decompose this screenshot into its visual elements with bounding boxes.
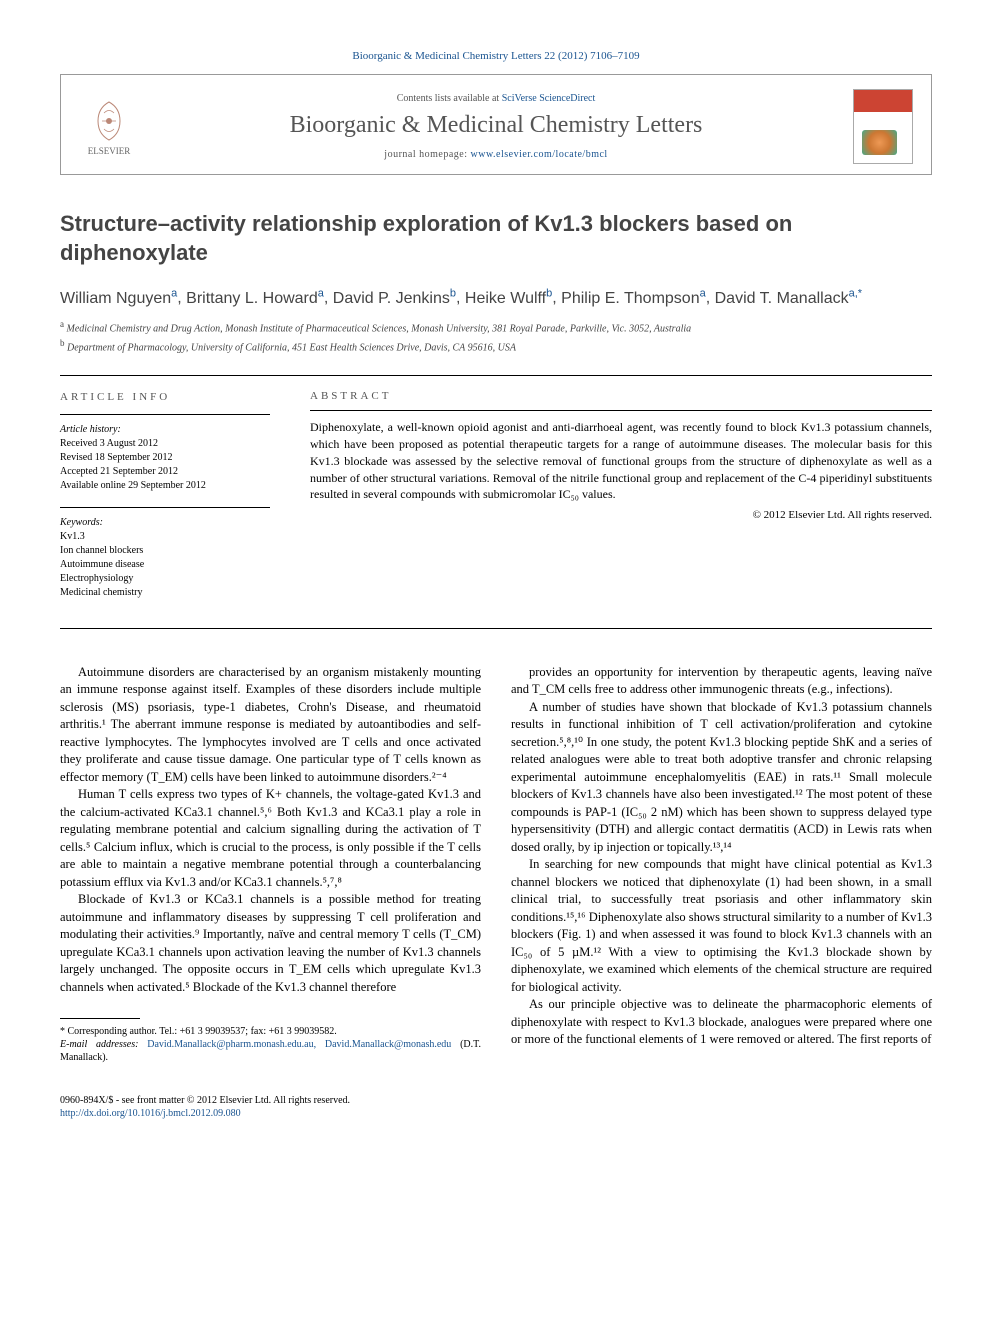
journal-homepage: journal homepage: www.elsevier.com/locat… — [139, 149, 853, 160]
author-aff-sup: b — [546, 287, 552, 299]
sciencedirect-link[interactable]: SciVerse ScienceDirect — [502, 93, 596, 104]
keyword: Electrophysiology — [60, 572, 270, 586]
corresponding-author-footnote: * Corresponding author. Tel.: +61 3 9903… — [60, 1025, 481, 1064]
doi-link[interactable]: http://dx.doi.org/10.1016/j.bmcl.2012.09… — [60, 1108, 241, 1119]
author-aff-sup: a — [318, 287, 324, 299]
author-name: David P. Jenkins — [333, 290, 450, 307]
body-paragraph: A number of studies have shown that bloc… — [511, 699, 932, 857]
aff-key: b — [60, 338, 65, 348]
history-item: Accepted 21 September 2012 — [60, 465, 270, 479]
abstract-heading: ABSTRACT — [310, 390, 932, 402]
journal-cover-thumbnail — [853, 89, 913, 164]
article-body: Autoimmune disorders are characterised b… — [60, 664, 932, 1065]
footnote-corresponding: * Corresponding author. Tel.: +61 3 9903… — [60, 1025, 481, 1038]
keyword: Ion channel blockers — [60, 544, 270, 558]
author-name: William Nguyen — [60, 290, 171, 307]
author-aff-sup: a — [171, 287, 177, 299]
keyword: Kv1.3 — [60, 530, 270, 544]
abstract-text: Diphenoxylate, a well-known opioid agoni… — [310, 419, 932, 503]
email-label: E-mail addresses: — [60, 1039, 138, 1050]
author-name: Brittany L. Howard — [186, 290, 318, 307]
article-title: Structure–activity relationship explorat… — [60, 210, 932, 267]
keywords-label: Keywords: — [60, 516, 270, 530]
article-history: Article history: Received 3 August 2012 … — [60, 423, 270, 493]
author-list: William Nguyena, Brittany L. Howarda, Da… — [60, 287, 932, 307]
keywords-block: Keywords: Kv1.3 Ion channel blockers Aut… — [60, 516, 270, 600]
issn-line: 0960-894X/$ - see front matter © 2012 El… — [60, 1094, 932, 1107]
email-link[interactable]: David.Manallack@pharm.monash.edu.au, Dav… — [147, 1039, 451, 1050]
author-name: Philip E. Thompson — [561, 290, 699, 307]
journal-title: Bioorganic & Medicinal Chemistry Letters — [139, 112, 853, 139]
publisher-logo: ELSEVIER — [79, 98, 139, 156]
article-info-heading: ARTICLE INFO — [60, 390, 270, 405]
aff-text: Medicinal Chemistry and Drug Action, Mon… — [67, 323, 692, 334]
history-item: Available online 29 September 2012 — [60, 479, 270, 493]
author-aff-sup: a — [700, 287, 706, 299]
keyword: Autoimmune disease — [60, 558, 270, 572]
body-paragraph: In searching for new compounds that migh… — [511, 856, 932, 996]
body-paragraph: As our principle objective was to deline… — [511, 996, 932, 1049]
article-info-column: ARTICLE INFO Article history: Received 3… — [60, 376, 270, 627]
affiliation-list: a Medicinal Chemistry and Drug Action, M… — [60, 318, 932, 356]
journal-citation: Bioorganic & Medicinal Chemistry Letters… — [60, 50, 932, 62]
abstract-column: ABSTRACT Diphenoxylate, a well-known opi… — [310, 375, 932, 628]
footnote-separator — [60, 1018, 140, 1019]
history-label: Article history: — [60, 423, 270, 437]
aff-key: a — [60, 319, 64, 329]
homepage-link[interactable]: www.elsevier.com/locate/bmcl — [471, 149, 608, 160]
author-aff-sup: b — [450, 287, 456, 299]
body-paragraph: Autoimmune disorders are characterised b… — [60, 664, 481, 787]
aff-text: Department of Pharmacology, University o… — [67, 342, 516, 353]
keyword: Medicinal chemistry — [60, 586, 270, 600]
body-paragraph: Blockade of Kv1.3 or KCa3.1 channels is … — [60, 891, 481, 996]
body-paragraph: Human T cells express two types of K+ ch… — [60, 786, 481, 891]
body-paragraph: provides an opportunity for intervention… — [511, 664, 932, 699]
abstract-copyright: © 2012 Elsevier Ltd. All rights reserved… — [310, 509, 932, 521]
page-footer: 0960-894X/$ - see front matter © 2012 El… — [60, 1094, 932, 1120]
history-item: Revised 18 September 2012 — [60, 451, 270, 465]
author-name: David T. Manallack — [715, 290, 849, 307]
history-item: Received 3 August 2012 — [60, 437, 270, 451]
contents-available: Contents lists available at SciVerse Sci… — [139, 93, 853, 104]
publisher-name: ELSEVIER — [79, 146, 139, 156]
journal-header: ELSEVIER Contents lists available at Sci… — [60, 74, 932, 175]
author-name: Heike Wulff — [465, 290, 546, 307]
author-aff-sup: a,* — [849, 287, 862, 299]
